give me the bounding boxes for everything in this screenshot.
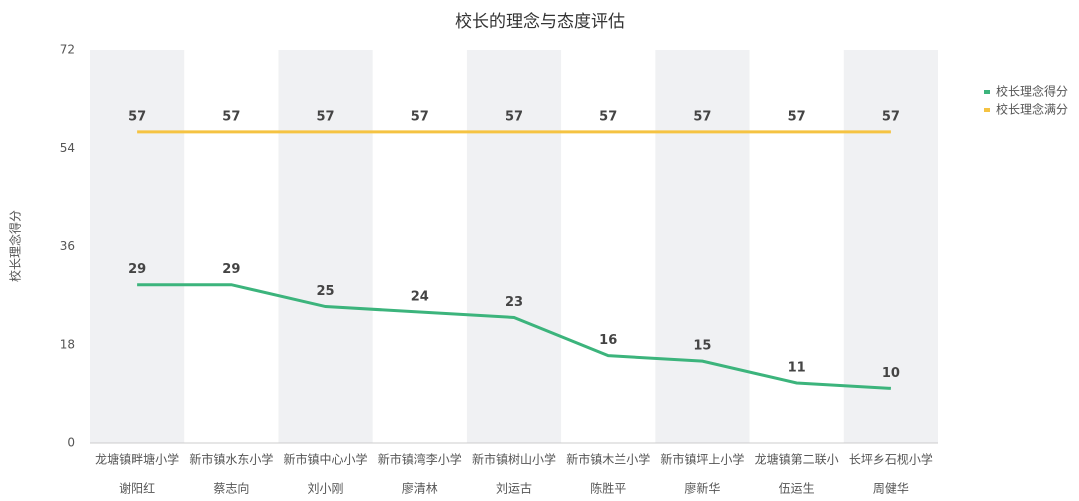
data-label: 57 xyxy=(599,109,617,124)
x-tick-label: 龙塘镇畔塘小学 xyxy=(95,452,179,467)
data-label: 57 xyxy=(788,109,806,124)
data-label: 25 xyxy=(317,284,335,299)
legend-label: 校长理念满分 xyxy=(996,102,1068,117)
x-tick-label: 伍运生 xyxy=(779,482,815,496)
data-label: 57 xyxy=(128,109,146,124)
data-label: 29 xyxy=(222,262,240,277)
data-label: 24 xyxy=(411,290,429,305)
x-tick-label: 廖清林 xyxy=(402,481,438,496)
band xyxy=(655,50,750,443)
chart-title: 校长的理念与态度评估 xyxy=(455,11,625,32)
data-label: 57 xyxy=(505,109,523,124)
data-label: 15 xyxy=(693,339,711,354)
x-tick-label: 新市镇湾李小学 xyxy=(378,452,462,467)
y-tick-label: 0 xyxy=(67,436,75,450)
x-tick-label: 刘小刚 xyxy=(308,482,344,496)
data-label: 57 xyxy=(882,109,900,124)
line xyxy=(137,283,891,390)
y-axis-label: 校长理念得分 xyxy=(8,210,23,282)
data-label: 10 xyxy=(882,366,900,381)
data-label: 57 xyxy=(411,109,429,124)
x-tick-label: 新市镇树山小学 xyxy=(472,452,556,467)
x-tick-label: 谢阳红 xyxy=(119,481,155,496)
data-label: 23 xyxy=(505,295,523,310)
x-tick-label: 刘运古 xyxy=(496,481,532,496)
data-label: 11 xyxy=(788,360,806,375)
x-tick-label: 蔡志向 xyxy=(213,481,249,496)
band xyxy=(90,50,185,443)
y-tick-label: 36 xyxy=(60,239,75,253)
x-tick-label: 新市镇木兰小学 xyxy=(566,452,650,467)
legend-swatch xyxy=(984,90,990,94)
data-label: 57 xyxy=(693,109,711,124)
band xyxy=(278,50,373,443)
data-label: 57 xyxy=(317,109,335,124)
y-tick-label: 72 xyxy=(60,43,75,57)
x-tick-label: 周健华 xyxy=(873,482,909,496)
x-tick-label: 龙塘镇第二联小 xyxy=(755,452,839,467)
x-tick-label: 新市镇水东小学 xyxy=(189,452,273,467)
y-tick-label: 54 xyxy=(60,141,75,155)
data-label: 29 xyxy=(128,262,146,277)
data-label: 57 xyxy=(222,109,240,124)
y-tick-label: 18 xyxy=(60,337,75,351)
data-label: 16 xyxy=(599,333,617,348)
x-tick-label: 新市镇坪上小学 xyxy=(660,452,744,467)
band xyxy=(843,50,938,443)
legend-swatch xyxy=(984,108,990,112)
x-tick-label: 陈胜平 xyxy=(590,481,626,496)
legend-label: 校长理念得分 xyxy=(996,84,1068,99)
x-tick-label: 廖新华 xyxy=(684,481,720,496)
x-tick-label: 长坪乡石枧小学 xyxy=(849,452,933,467)
band xyxy=(466,50,562,443)
x-tick-label: 新市镇中心小学 xyxy=(284,452,368,467)
